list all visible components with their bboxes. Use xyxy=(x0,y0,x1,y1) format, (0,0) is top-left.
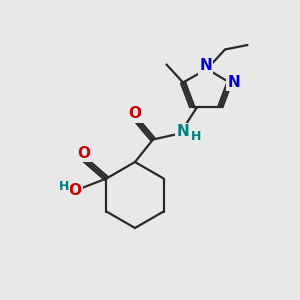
Text: N: N xyxy=(177,124,189,140)
Text: N: N xyxy=(228,75,240,90)
Text: O: O xyxy=(77,146,90,160)
Text: O: O xyxy=(128,106,142,122)
Text: H: H xyxy=(58,179,69,193)
Text: N: N xyxy=(199,58,212,74)
Text: H: H xyxy=(191,130,202,143)
Text: O: O xyxy=(68,183,81,198)
